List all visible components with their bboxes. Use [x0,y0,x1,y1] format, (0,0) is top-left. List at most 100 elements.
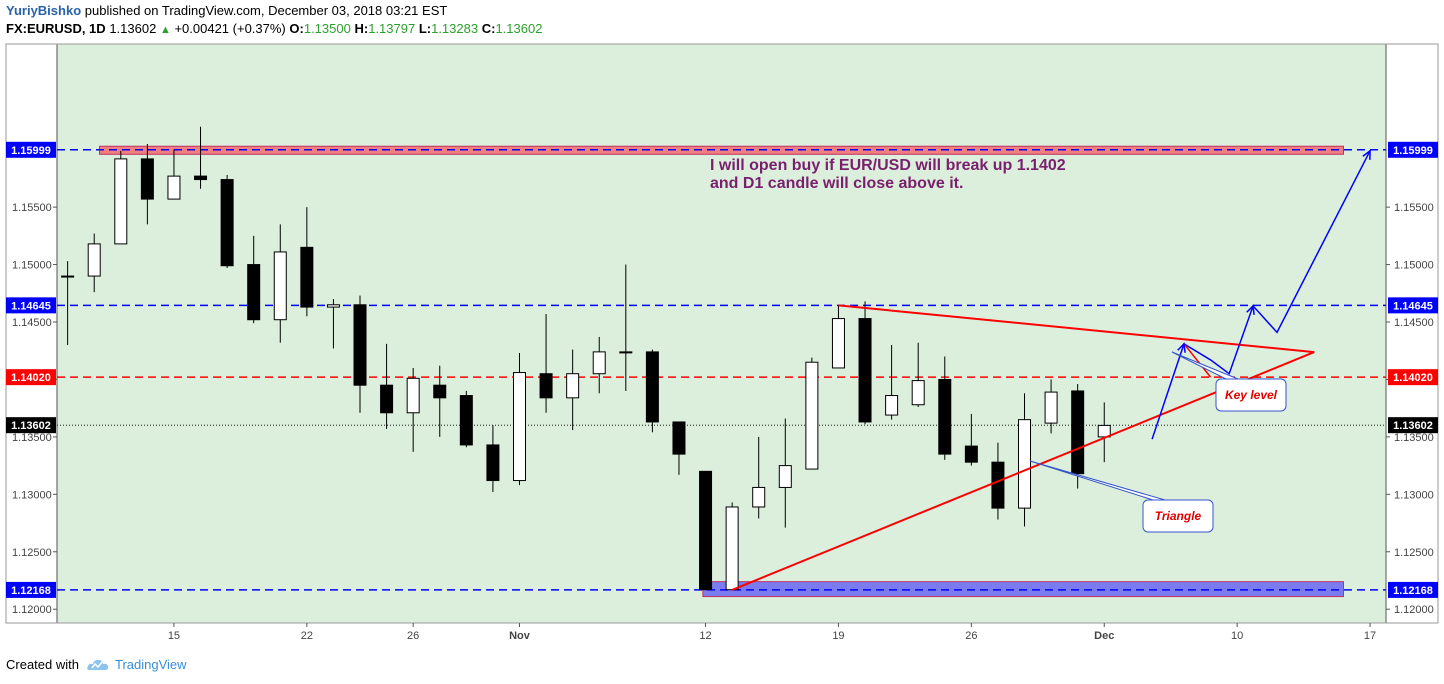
candle-body [964,445,978,463]
price-level-label-left: 1.12168 [11,585,51,597]
price-change: +0.00421 (+0.37%) [174,21,286,36]
y-tick-label-left: 1.13500 [12,432,52,444]
candle-body [911,380,925,406]
candle-body [752,486,766,508]
arrowhead-icon [1246,304,1255,315]
y-tick-label-right: 1.15500 [1394,202,1434,214]
candle-body [885,395,899,416]
x-tick-label: 17 [1364,630,1376,642]
price-level-tag-left [6,581,56,598]
y-tick-label-right: 1.14500 [1394,317,1434,329]
arrowhead-icon [1177,342,1186,353]
published-text: published on TradingView.com, December 0… [84,3,448,18]
candle-body [167,175,181,200]
price-level-label-right: 1.12168 [1393,585,1433,597]
plot-background [57,44,1386,623]
support-zone [702,581,1344,598]
tradingview-link[interactable]: TradingView [85,657,187,672]
cloud-logo-icon [87,659,109,670]
price-level-tag-right [1388,581,1438,598]
candle-body [433,384,447,399]
candle-body [406,377,420,414]
y-tick-label-left: 1.12000 [12,604,52,616]
symbol-name: FX:EURUSD, 1D [6,21,106,36]
annotation-text-line: I will open buy if EUR/USD will break up… [710,157,1066,174]
x-tick-label: 10 [1231,630,1243,642]
created-with-text: Created with [6,657,79,672]
price-level-label-left: 1.13602 [11,420,51,432]
candle-body [380,384,394,414]
y-tick-label-right: 1.13500 [1394,432,1434,444]
candle-body [194,175,208,181]
symbol-info: FX:EURUSD, 1D 1.13602 ▲ +0.00421 (+0.37%… [6,21,542,36]
x-tick-label: 22 [301,630,313,642]
x-tick-label: 26 [965,630,977,642]
x-tick-label: 19 [832,630,844,642]
high-label: H: [354,21,369,36]
y-tick-label-left: 1.14500 [12,317,52,329]
candle-body [353,304,367,386]
candle-body [805,361,819,470]
outer-frame [5,43,1439,624]
candle-body [459,395,473,446]
candle-body [778,465,792,488]
candle-body [592,351,606,375]
candle-body [645,351,659,423]
candle-body [486,444,500,482]
price-level-tag-right [1388,417,1438,434]
x-tick-label: 12 [699,630,711,642]
candle-body [300,246,314,308]
y-tick-label-right: 1.12500 [1394,547,1434,559]
triangle-upper-line [838,304,1315,354]
x-tick-label: 15 [168,630,180,642]
candle-body [114,158,128,245]
candle-body [938,378,952,455]
up-arrow-icon: ▲ [159,24,171,36]
key-level-callout-box [1215,378,1287,412]
candle-body [326,304,340,308]
candle-body [858,318,872,423]
candle-body [220,179,234,267]
price-level-label-right: 1.13602 [1393,420,1433,432]
key-level-callout-label: Key level [1225,388,1278,402]
price-level-label-right: 1.14645 [1393,300,1433,312]
candle-body [991,461,1005,509]
price-level-label-left: 1.15999 [11,145,51,157]
y-tick-label-right: 1.15000 [1394,260,1434,272]
candle-body [1071,390,1085,475]
candle-body [247,264,261,321]
projection-pullback [1183,343,1212,378]
candle-body [672,421,686,455]
y-tick-label-left: 1.15500 [12,202,52,214]
price-level-tag-right [1388,297,1438,314]
y-tick-label-left: 1.15000 [12,260,52,272]
y-tick-label-left: 1.12500 [12,547,52,559]
candle-body [699,470,713,591]
price-level-label-right: 1.15999 [1393,145,1433,157]
arrowhead-icon [1362,149,1371,160]
price-level-tag-left [6,369,56,386]
y-tick-label-left: 1.13000 [12,489,52,501]
low-label: L: [418,21,432,36]
candle-body [1018,419,1032,509]
candle-body [61,275,75,278]
last-price: 1.13602 [109,21,157,36]
price-level-tag-right [1388,141,1438,158]
publish-info: YuriyBishko published on TradingView.com… [6,3,447,18]
price-level-tag-left [6,141,56,158]
candle-body [273,251,287,321]
footer: Created with TradingView [6,657,187,672]
author-name[interactable]: YuriyBishko [6,3,82,18]
triangle-callout-label: Triangle [1155,509,1202,523]
close-value: 1.13602 [495,21,543,36]
price-level-tag-left [6,297,56,314]
triangle-callout-box [1142,499,1214,533]
candle-body [512,372,526,482]
candle-body [539,373,553,399]
high-value: 1.13797 [368,21,416,36]
candle-body [619,351,633,354]
candle-body [1044,391,1058,424]
price-level-tag-right [1388,369,1438,386]
x-tick-label: Nov [509,630,531,642]
